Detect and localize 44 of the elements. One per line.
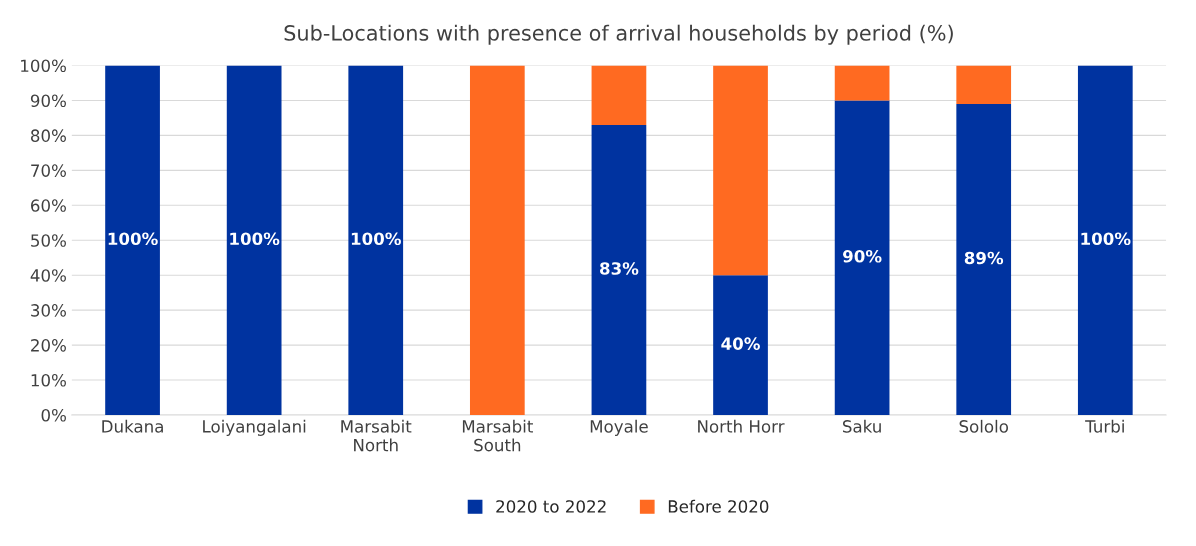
y-tick-label: 80%: [30, 129, 66, 142]
data-label: 100%: [230, 232, 280, 246]
data-label: 100%: [1081, 232, 1131, 246]
data-label: 83%: [600, 262, 639, 275]
data-label: 89%: [964, 251, 1004, 265]
bar: [713, 65, 768, 276]
x-tick-label: North Horr: [698, 419, 785, 433]
x-tick-label: Sololo: [959, 419, 1009, 433]
x-tick-label: Saku: [842, 419, 881, 433]
data-label: 90%: [843, 249, 882, 263]
bar: [956, 65, 1012, 104]
x-tick-label: Moyale: [590, 419, 648, 436]
x-tick-label: Dukana: [102, 419, 163, 433]
x-tick-label: Marsabit North: [341, 419, 412, 452]
legend-label: 2020 to 2022: [496, 500, 606, 513]
bar: [348, 65, 404, 415]
data-label: 100%: [108, 232, 158, 246]
bar: [105, 65, 160, 415]
y-tick-label: 70%: [31, 164, 66, 177]
y-tick-label: 60%: [31, 199, 66, 212]
bar: [469, 65, 525, 415]
y-tick-label: 10%: [31, 373, 66, 387]
y-tick-label: 40%: [30, 269, 66, 282]
x-tick-label: Loiyangalani: [203, 419, 306, 436]
y-tick-label: 50%: [31, 234, 66, 247]
bar: [1077, 65, 1133, 415]
y-tick-label: 20%: [31, 339, 66, 352]
y-tick-label: 30%: [31, 304, 66, 317]
bar: [226, 65, 282, 415]
chart-title: Sub-Locations with presence of arrival households by period (%): [284, 24, 953, 45]
bar: [591, 65, 647, 125]
legend-label: Before 2020: [668, 499, 769, 513]
data-label: 40%: [721, 337, 760, 350]
x-tick-label: Marsabit South: [462, 419, 533, 452]
y-tick-label: 0%: [41, 408, 66, 422]
data-label: 100%: [351, 232, 401, 246]
bar: [834, 100, 890, 415]
y-tick-label: 90%: [30, 94, 66, 108]
bar: [591, 124, 647, 415]
x-tick-label: Turbi: [1085, 419, 1124, 433]
bar: [834, 65, 890, 101]
bar: [713, 275, 768, 415]
bar: [956, 103, 1012, 415]
y-tick-label: 100%: [21, 59, 66, 73]
